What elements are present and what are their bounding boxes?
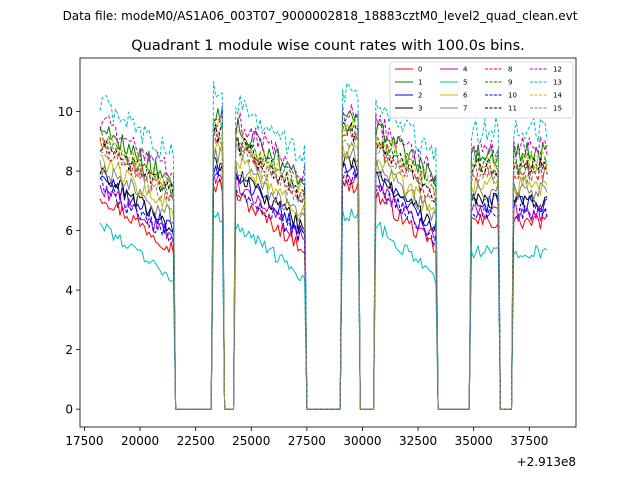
- suptitle: Data file: modeM0/AS1A06_003T07_90000028…: [63, 9, 578, 23]
- legend-label-2: 2: [418, 92, 422, 100]
- legend-label-8: 8: [508, 66, 512, 74]
- legend-label-14: 14: [553, 92, 562, 100]
- x-tick-label: 20000: [121, 434, 159, 448]
- series-line-11: [99, 121, 548, 410]
- x-tick-label: 37500: [510, 434, 548, 448]
- y-tick-label: 0: [65, 403, 73, 417]
- x-tick-label: 22500: [177, 434, 215, 448]
- y-tick-label: 2: [65, 343, 73, 357]
- legend-label-7: 7: [463, 105, 467, 113]
- x-offset-label: +2.913e8: [517, 455, 576, 469]
- legend-label-3: 3: [418, 105, 422, 113]
- legend-label-12: 12: [553, 66, 562, 74]
- legend-label-1: 1: [418, 79, 422, 87]
- x-tick-label: 17500: [65, 434, 103, 448]
- legend-label-10: 10: [508, 92, 517, 100]
- y-tick-label: 10: [58, 105, 73, 119]
- legend-label-5: 5: [463, 79, 467, 87]
- legend-label-4: 4: [463, 66, 468, 74]
- x-tick-label: 25000: [232, 434, 270, 448]
- legend-label-0: 0: [418, 66, 422, 74]
- chart-title: Quadrant 1 module wise count rates with …: [131, 38, 525, 54]
- legend-label-6: 6: [463, 92, 468, 100]
- legend-label-11: 11: [508, 105, 517, 113]
- y-tick-label: 8: [65, 165, 73, 179]
- series-line-15: [99, 130, 548, 410]
- x-tick-label: 35000: [455, 434, 493, 448]
- series-layer: [99, 81, 548, 410]
- legend-box: [389, 61, 574, 119]
- plot-frame: [79, 57, 577, 428]
- y-tick-label: 4: [65, 284, 73, 298]
- x-tick-label: 32500: [399, 434, 437, 448]
- legend-label-9: 9: [508, 79, 512, 87]
- x-axis: 17500 20000 22500 25000 27500 30000 32500 35000…: [65, 427, 548, 448]
- x-tick-label: 30000: [343, 434, 381, 448]
- legend-label-13: 13: [553, 79, 562, 87]
- y-axis: 0 2 4 6 8 10: [58, 105, 80, 417]
- y-tick-label: 6: [65, 224, 73, 238]
- x-tick-label: 27500: [288, 434, 326, 448]
- legend-label-15: 15: [553, 105, 562, 113]
